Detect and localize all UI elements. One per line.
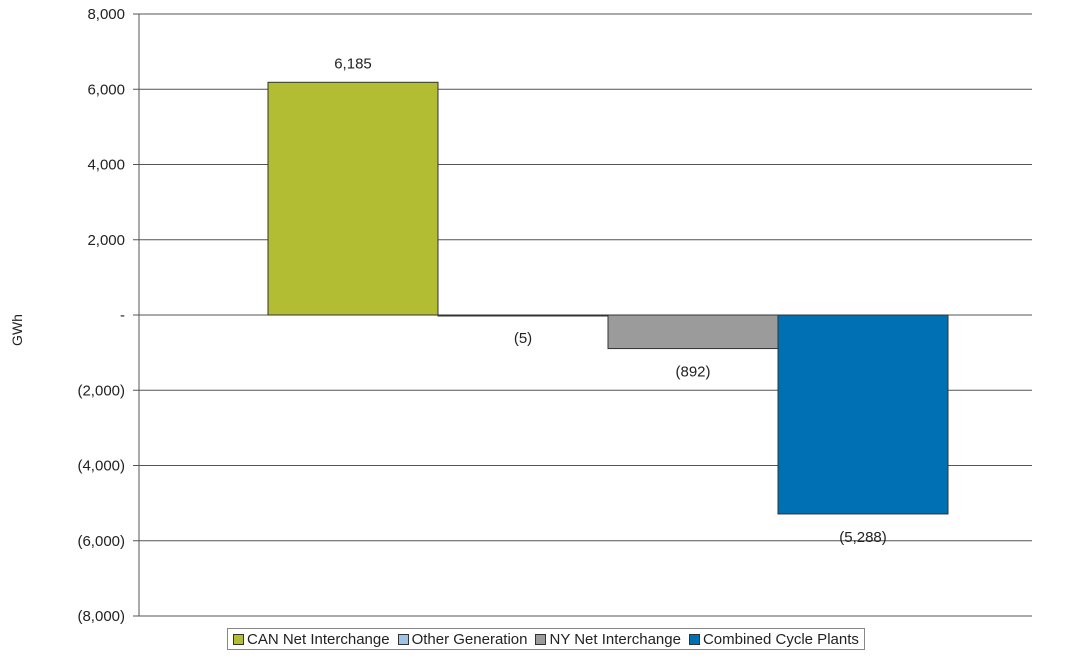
data-label: (892) — [675, 364, 710, 381]
legend-item: Combined Cycle Plants — [688, 630, 859, 648]
bar — [777, 314, 949, 515]
bars — [267, 81, 949, 515]
y-tick-label: (6,000) — [77, 533, 125, 550]
y-tick-label: 4,000 — [87, 157, 125, 174]
data-label: (5,288) — [839, 529, 887, 546]
y-tick-label: (8,000) — [77, 608, 125, 625]
legend-label: NY Net Interchange — [549, 630, 681, 648]
data-label: (5) — [514, 330, 532, 347]
data-label: 6,185 — [334, 55, 372, 72]
y-axis-label: GWh — [9, 314, 25, 346]
data-labels: 6,185 (5) (892) (5,288) — [334, 55, 887, 546]
legend-label: Combined Cycle Plants — [702, 630, 859, 648]
legend: CAN Net Interchange Other Generation NY Ne… — [227, 628, 865, 650]
legend-swatch — [233, 633, 244, 645]
legend-label: CAN Net Interchange — [247, 630, 390, 648]
bar — [437, 314, 609, 317]
y-tick-label: 2,000 — [87, 232, 125, 249]
bar — [607, 314, 779, 350]
y-tick-label: (4,000) — [77, 458, 125, 475]
bar — [267, 81, 439, 316]
y-tick-label: - — [120, 307, 125, 324]
legend-swatch — [535, 633, 547, 645]
legend-swatch — [397, 633, 409, 645]
legend-item: NY Net Interchange — [535, 630, 681, 648]
legend-item: Other Generation — [397, 630, 528, 648]
y-tick-label: 8,000 — [87, 6, 125, 23]
legend-label: Other Generation — [411, 630, 528, 648]
y-tick-label: (2,000) — [77, 382, 125, 399]
legend-swatch — [688, 633, 700, 645]
y-tick-label: 6,000 — [87, 81, 125, 98]
y-axis: 8,000 6,000 4,000 2,000 - (2,000) (4,000) (6,00… — [77, 6, 140, 625]
legend-item: CAN Net Interchange — [233, 631, 390, 648]
